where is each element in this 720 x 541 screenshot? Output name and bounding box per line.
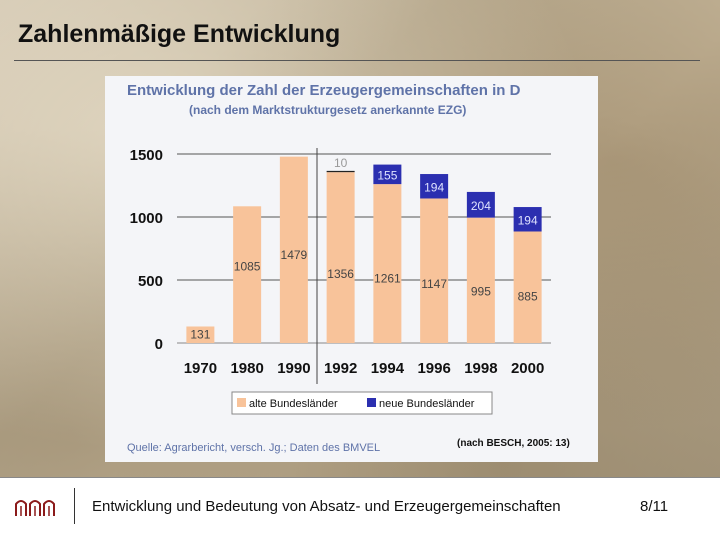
data-label: 194 (518, 213, 538, 227)
bar-alte-bundeslaender (279, 156, 308, 343)
data-label: 194 (424, 180, 444, 194)
legend-label-neue: neue Bundesländer (379, 398, 475, 410)
footer-bar: Entwicklung und Bedeutung von Absatz- un… (0, 477, 720, 541)
x-tick-label: 1990 (277, 360, 310, 377)
footer-divider (74, 488, 75, 524)
data-label: 1085 (234, 259, 261, 273)
bar-alte-bundeslaender (420, 198, 449, 343)
x-tick-label: 1980 (230, 360, 263, 377)
chart-title: Entwicklung der Zahl der Erzeugergemeins… (127, 82, 521, 99)
x-tick-label: 1996 (417, 360, 450, 377)
university-logo-icon (15, 500, 55, 516)
chart-source: Quelle: Agrarbericht, versch. Jg.; Daten… (127, 442, 380, 454)
bar-alte-bundeslaender (513, 231, 542, 343)
bar-alte-bundeslaender (466, 217, 495, 343)
y-tick-label: 0 (155, 336, 163, 353)
chart: Entwicklung der Zahl der Erzeugergemeins… (105, 76, 598, 462)
data-label: 131 (190, 328, 210, 342)
legend-label-alte: alte Bundesländer (249, 398, 338, 410)
bar-neue-bundeslaender (373, 164, 402, 185)
data-label: 10 (334, 156, 348, 170)
bar-alte-bundeslaender (233, 206, 262, 343)
legend-box (231, 391, 493, 415)
x-tick-label: 1994 (371, 360, 405, 377)
bar-neue-bundeslaender (420, 174, 449, 199)
y-tick-label: 1000 (130, 210, 163, 227)
footer-text: Entwicklung und Bedeutung von Absatz- un… (92, 498, 561, 515)
y-tick-label: 500 (138, 273, 163, 290)
bar-neue-bundeslaender (513, 207, 542, 232)
data-label: 885 (518, 290, 538, 304)
data-label: 1479 (281, 248, 308, 262)
x-tick-label: 2000 (511, 360, 544, 377)
chart-subtitle: (nach dem Marktstrukturgesetz anerkannte… (189, 103, 466, 117)
legend-swatch-alte (237, 398, 246, 407)
data-label: 1147 (421, 277, 447, 291)
bar-alte-bundeslaender (326, 172, 355, 343)
data-label: 155 (377, 168, 397, 182)
x-tick-label: 1970 (184, 360, 217, 377)
chart-citation: (nach BESCH, 2005: 13) (457, 438, 570, 449)
page-title: Zahlenmäßige Entwicklung (18, 20, 341, 48)
data-label: 995 (471, 284, 491, 298)
x-tick-label: 1998 (464, 360, 497, 377)
data-label: 204 (471, 199, 491, 213)
data-label: 1356 (327, 267, 354, 281)
chart-panel: Entwicklung der Zahl der Erzeugergemeins… (105, 76, 598, 462)
data-label: 1261 (374, 272, 401, 286)
bar-alte-bundeslaender (186, 326, 215, 343)
bar-neue-bundeslaender (466, 191, 495, 218)
bar-alte-bundeslaender (373, 184, 402, 343)
bar-neue-bundeslaender (326, 170, 355, 173)
x-tick-label: 1992 (324, 360, 357, 377)
title-divider (14, 60, 700, 61)
page-number: 8/11 (640, 498, 669, 515)
y-tick-label: 1500 (130, 147, 163, 164)
legend-swatch-neue (367, 398, 376, 407)
